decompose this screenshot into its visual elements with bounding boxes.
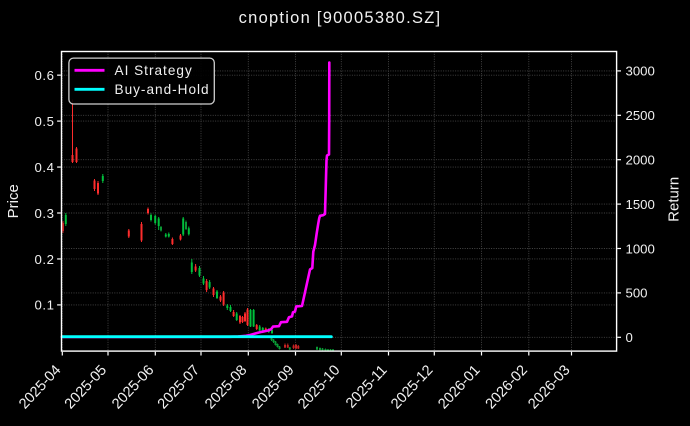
svg-text:0.3: 0.3 [34,206,54,221]
svg-text:0.1: 0.1 [34,298,54,313]
svg-text:1500: 1500 [626,197,655,212]
svg-text:3000: 3000 [626,64,655,79]
svg-text:1000: 1000 [626,241,655,256]
svg-text:0.4: 0.4 [34,160,54,175]
svg-text:0.6: 0.6 [34,68,54,83]
svg-text:2500: 2500 [626,108,655,123]
svg-text:AI Strategy: AI Strategy [115,63,193,78]
svg-text:0.5: 0.5 [34,114,54,129]
svg-text:500: 500 [626,286,648,301]
svg-text:cnoption [90005380.SZ]: cnoption [90005380.SZ] [239,9,442,27]
svg-text:Price: Price [5,184,22,218]
svg-text:Return: Return [666,177,683,222]
svg-text:Buy-and-Hold: Buy-and-Hold [115,82,210,97]
svg-text:0.2: 0.2 [34,252,54,267]
svg-text:0: 0 [626,330,633,345]
svg-text:2000: 2000 [626,153,655,168]
